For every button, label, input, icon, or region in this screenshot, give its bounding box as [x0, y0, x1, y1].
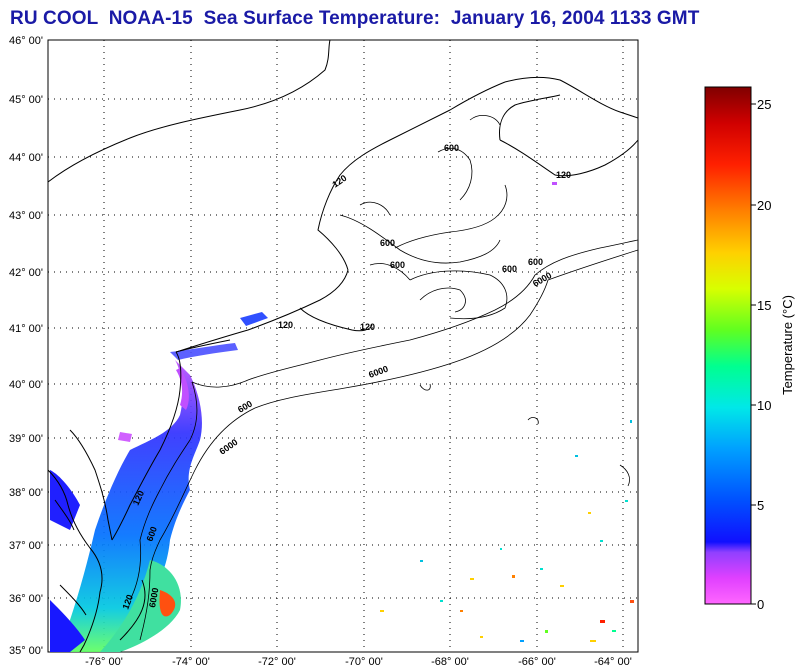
map-title: RU COOL NOAA-15 Sea Surface Temperature:… — [10, 8, 700, 29]
lat-label-40: 40° 00' — [9, 379, 43, 391]
isobaths — [129, 115, 638, 641]
lat-label-45: 45° 00' — [9, 94, 43, 106]
isobath-label-120-nova-scotia: 120 — [556, 170, 571, 180]
graticule — [48, 40, 638, 652]
isobath-label-120-long-island: 120 — [278, 320, 293, 330]
sst-speckles — [380, 182, 634, 642]
lat-label-43: 43° 00' — [9, 210, 43, 222]
colorbar-tick-5: 5 — [757, 498, 764, 513]
isobath-label-120-nantucket: 120 — [360, 322, 375, 332]
colorbar-tick-0: 0 — [757, 597, 764, 612]
isobath-label-600-gulf-maine-north: 600 — [444, 143, 459, 153]
lat-label-46: 46° 00' — [9, 35, 43, 47]
lat-label-37: 37° 00' — [9, 540, 43, 552]
lat-label-36: 36° 00' — [9, 593, 43, 605]
colorbar-label: Temperature (°C) — [780, 295, 795, 395]
lat-label-38: 38° 00' — [9, 487, 43, 499]
colorbar-tick-20: 20 — [757, 198, 771, 213]
colorbar-tick-15: 15 — [757, 298, 771, 313]
lat-label-44: 44° 00' — [9, 152, 43, 164]
colorbar-tick-10: 10 — [757, 398, 771, 413]
lat-label-41: 41° 00' — [9, 323, 43, 335]
coastline — [48, 40, 638, 652]
colorbar-ticks — [751, 103, 756, 605]
isobath-label-600-georges-east: 600 — [502, 264, 517, 274]
isobath-label-600-gulf-maine-center: 600 — [390, 260, 405, 270]
lat-label-35: 35° 00' — [9, 645, 43, 657]
lon-label-74: -74° 00' — [172, 656, 210, 668]
isobath-label-120-hatteras: 120 — [120, 593, 135, 611]
isobath-label-600-gulf-maine-west: 600 — [380, 238, 395, 248]
colorbar-gradient — [704, 86, 752, 605]
sst-swath — [50, 312, 268, 652]
latitude-axis: 46° 00' 45° 00' 44° 00' 43° 00' 42° 00' … — [9, 35, 43, 657]
colorbar-tick-25: 25 — [757, 97, 771, 112]
isobath-label-600-scotian: 600 — [528, 257, 543, 267]
isobath-label-6000-hatteras: 6000 — [147, 587, 160, 608]
lon-label-66: -66° 00' — [518, 656, 556, 668]
lon-label-64: -64° 00' — [594, 656, 632, 668]
isobath-label-600-virginia: 600 — [144, 525, 159, 543]
longitude-axis: -76° 00' -74° 00' -72° 00' -70° 00' -68°… — [85, 656, 632, 668]
lon-label-76: -76° 00' — [85, 656, 123, 668]
lon-label-70: -70° 00' — [345, 656, 383, 668]
colorbar: 0 5 10 15 20 25 Temperature (°C) — [704, 86, 795, 612]
lon-label-68: -68° 00' — [431, 656, 469, 668]
lat-label-42: 42° 00' — [9, 267, 43, 279]
lon-label-72: -72° 00' — [258, 656, 296, 668]
lat-label-39: 39° 00' — [9, 433, 43, 445]
